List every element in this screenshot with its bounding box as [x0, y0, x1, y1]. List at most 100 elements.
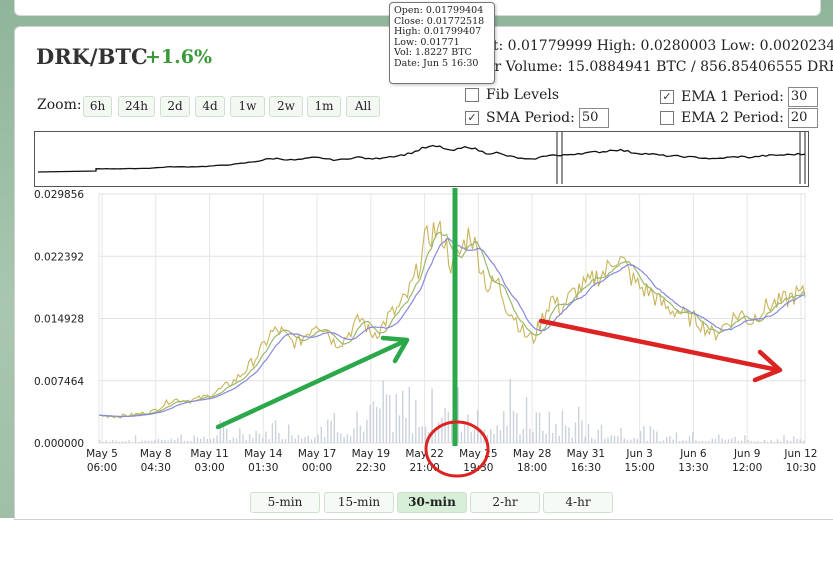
- volume-bar: [301, 438, 303, 443]
- volume-bar: [226, 428, 228, 443]
- volume-bar: [753, 441, 756, 443]
- x-tick-label: May 11: [190, 448, 228, 460]
- volume-bar: [525, 397, 528, 443]
- volume-bar: [623, 438, 626, 443]
- volume-bar: [441, 417, 443, 443]
- volume-bar: [128, 440, 130, 443]
- navigator[interactable]: [34, 131, 809, 187]
- volume-bar: [314, 437, 316, 443]
- volume-bar: [476, 410, 479, 443]
- volume-bar: [261, 437, 264, 443]
- ema2-checkbox[interactable]: [660, 111, 674, 125]
- volume-bar: [375, 407, 378, 443]
- volume-bar: [607, 437, 609, 443]
- sma-period-input[interactable]: 50: [578, 108, 609, 128]
- volume-bar: [389, 395, 391, 443]
- volume-bar: [379, 408, 381, 443]
- zoom-all-button[interactable]: All: [346, 96, 380, 117]
- ema2-period-input[interactable]: 20: [787, 108, 818, 128]
- volume-bar: [402, 390, 404, 443]
- volume-bar: [274, 420, 277, 443]
- volume-bar: [685, 440, 687, 443]
- volume-bar: [555, 423, 557, 443]
- volume-bar: [581, 420, 583, 443]
- volume-bar: [102, 441, 104, 443]
- volume-bar: [258, 433, 261, 443]
- fib-levels-checkbox[interactable]: [465, 88, 479, 102]
- sma-checkbox[interactable]: ✓: [465, 111, 479, 125]
- fib-levels-option[interactable]: Fib Levels: [465, 87, 559, 103]
- period-4hr-button[interactable]: 4-hr: [543, 492, 613, 513]
- period-30min-button[interactable]: 30-min: [397, 492, 467, 513]
- ema2-option[interactable]: EMA 2 Period: 20: [660, 108, 818, 128]
- volume-bar: [147, 440, 150, 443]
- volume-bar: [506, 425, 508, 443]
- volume-bar: [701, 441, 704, 443]
- period-5min-button[interactable]: 5-min: [250, 492, 320, 513]
- volume-bar: [395, 394, 397, 443]
- period-2hr-button[interactable]: 2-hr: [470, 492, 540, 513]
- volume-bar: [463, 422, 466, 443]
- ema2-label: EMA 2 Period:: [681, 110, 784, 126]
- ema1-option[interactable]: ✓ EMA 1 Period: 30: [660, 87, 818, 107]
- volume-bar: [652, 429, 655, 443]
- price-series: [99, 220, 806, 419]
- volume-bar: [200, 438, 202, 443]
- sma-option[interactable]: ✓ SMA Period: 50: [465, 108, 609, 128]
- volume-bar: [529, 428, 531, 443]
- volume-bar: [545, 433, 547, 443]
- volume-bar: [346, 434, 349, 443]
- volume-bar: [571, 437, 573, 443]
- volume-bar: [626, 439, 629, 443]
- volume-bar: [138, 441, 140, 443]
- volume-bar: [209, 438, 212, 443]
- tooltip-low: Low: 0.01771: [394, 36, 460, 48]
- volume-bar: [356, 411, 358, 443]
- volume-bar: [193, 435, 195, 443]
- zoom-4d-button[interactable]: 4d: [195, 96, 225, 117]
- period-15min-button[interactable]: 15-min: [324, 492, 394, 513]
- tooltip-date: Date: Jun 5 16:30: [394, 57, 479, 69]
- zoom-6h-button[interactable]: 6h: [83, 96, 112, 117]
- volume-bar: [542, 430, 544, 443]
- volume-bar: [340, 433, 342, 443]
- volume-bar: [268, 439, 270, 443]
- volume-bar: [604, 438, 606, 443]
- x-axis: May 5 06:00 May 8 04:30 May 11 03:00 May 14 01:…: [86, 448, 817, 474]
- zoom-1w-button[interactable]: 1w: [230, 96, 265, 117]
- x-tick-label: 03:00: [194, 462, 224, 474]
- volume-bar: [278, 433, 280, 443]
- zoom-24h-button[interactable]: 24h: [118, 96, 155, 117]
- volume-bar: [252, 438, 254, 443]
- zoom-2d-button[interactable]: 2d: [160, 96, 190, 117]
- volume-bar: [196, 437, 199, 443]
- ema1-period-input[interactable]: 30: [787, 87, 818, 107]
- volume-bar: [584, 436, 586, 443]
- volume-bar: [418, 427, 420, 443]
- x-tick-label: 22:30: [356, 462, 386, 474]
- volume-bar: [457, 387, 459, 443]
- volume-bar: [499, 430, 502, 443]
- tooltip-open: Open: 0.01799404: [394, 5, 484, 16]
- volume-bar: [564, 425, 567, 443]
- volume-bar: [330, 420, 332, 443]
- volume-bar: [646, 440, 648, 443]
- volume-bar: [636, 438, 639, 443]
- volume-bar: [206, 438, 208, 443]
- annotations: [215, 188, 783, 478]
- volume-bar: [731, 438, 733, 443]
- zoom-1m-button[interactable]: 1m: [307, 96, 341, 117]
- zoom-2w-button[interactable]: 2w: [269, 96, 303, 117]
- volume-bar: [522, 428, 524, 443]
- volume-bar: [297, 434, 300, 443]
- volume-bar: [757, 440, 759, 443]
- volume-bar: [144, 440, 147, 443]
- volume-bar: [558, 435, 560, 443]
- volume-bar: [180, 434, 182, 443]
- x-tick-label: May 19: [352, 448, 390, 460]
- ema1-label: EMA 1 Period:: [681, 89, 784, 105]
- volume-bar: [490, 429, 492, 443]
- volume-bar: [750, 441, 753, 443]
- volume-bar: [437, 422, 440, 443]
- ema1-checkbox[interactable]: ✓: [660, 90, 674, 104]
